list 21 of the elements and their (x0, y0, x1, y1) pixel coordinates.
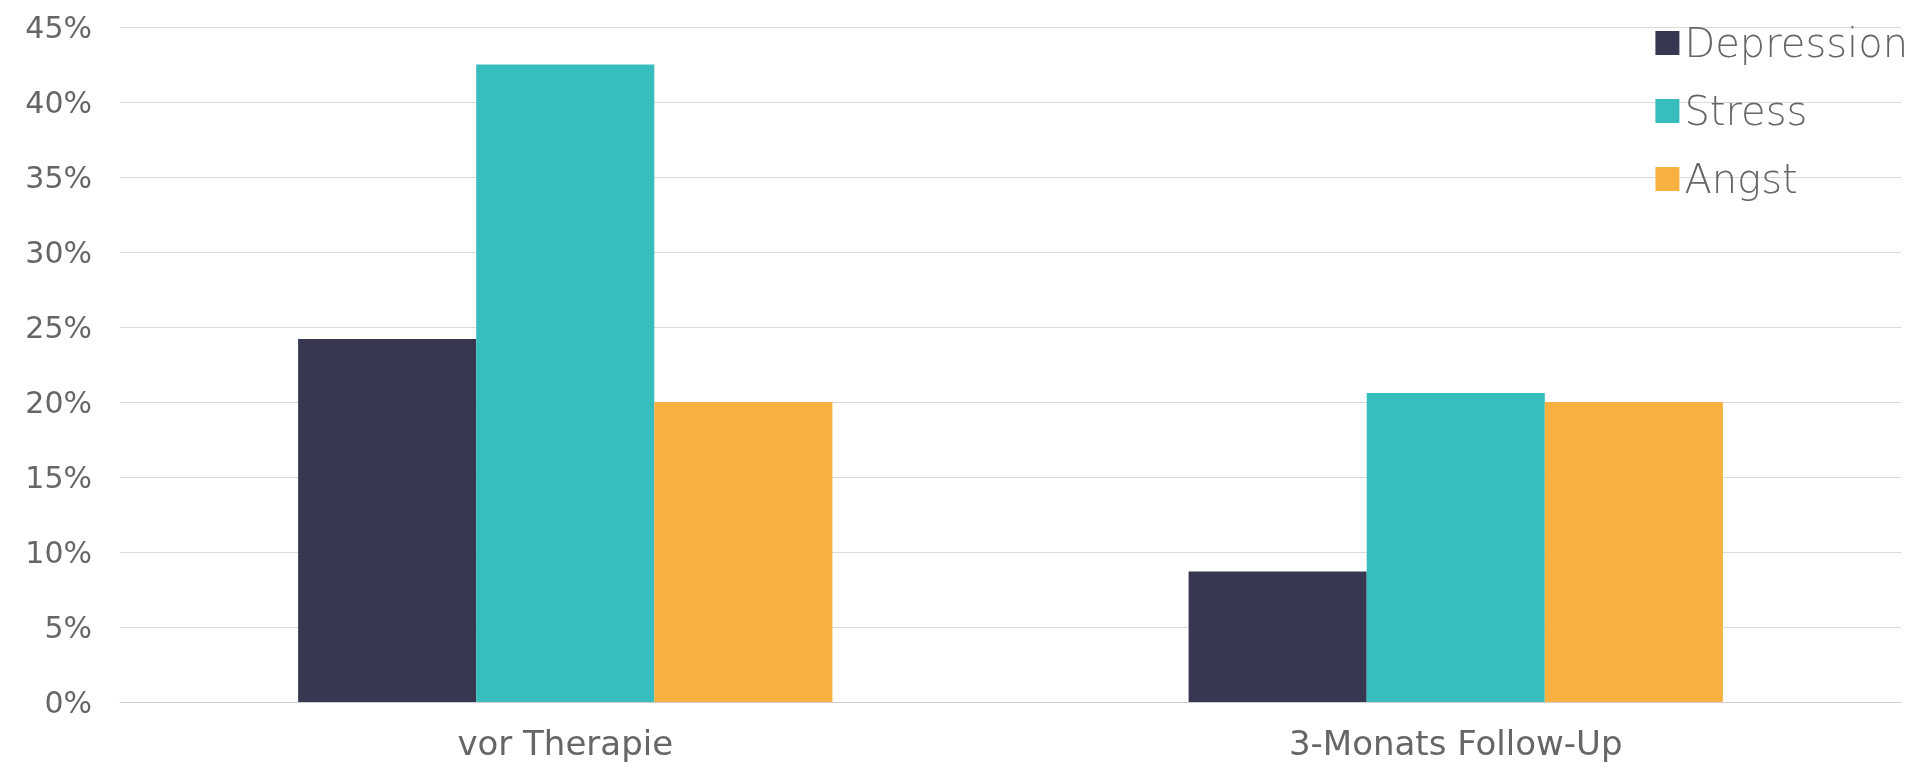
y-tick-label: 15% (25, 459, 92, 495)
y-tick-label: 40% (25, 84, 92, 120)
x-tick-label: vor Therapie (457, 723, 674, 763)
y-tick-label: 30% (25, 234, 92, 270)
legend-label: Depression (1684, 20, 1908, 66)
bar (1544, 402, 1723, 702)
bar (1366, 393, 1545, 702)
y-tick-label: 0% (44, 684, 92, 720)
x-tick-label: 3-Monats Follow-Up (1288, 723, 1623, 763)
bar (476, 64, 655, 702)
legend-label: Angst (1684, 156, 1798, 202)
y-tick-label: 5% (44, 609, 92, 645)
legend-label: Stress (1684, 88, 1808, 134)
y-tick-label: 10% (25, 534, 92, 570)
y-tick-label: 35% (25, 159, 92, 195)
bar (1188, 571, 1367, 702)
y-tick-label: 25% (25, 309, 92, 345)
y-tick-label: 45% (25, 9, 92, 45)
y-tick-label: 20% (25, 384, 92, 420)
bar (298, 339, 477, 702)
bar (654, 402, 833, 702)
